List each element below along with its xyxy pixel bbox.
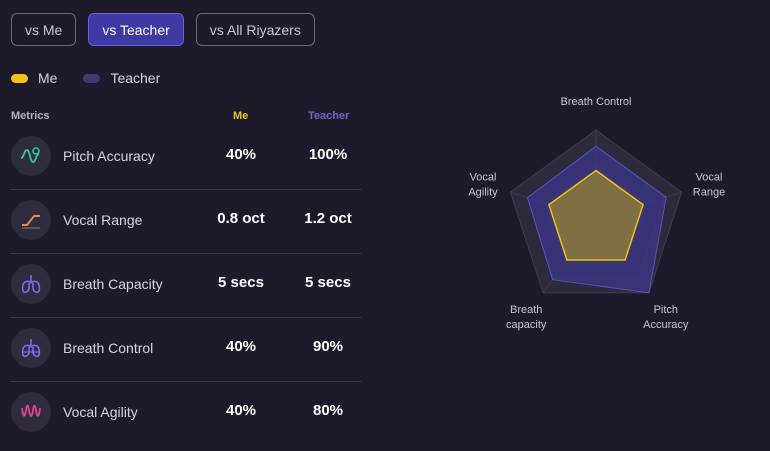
tab-vs-teacher[interactable]: vs Teacher — [88, 13, 184, 46]
radar-chart: Breath Control Vocal Range Pitch Accuracy Bre… — [468, 96, 725, 331]
legend-swatch-teacher — [83, 73, 101, 83]
table-row: Breath Control 40% 90% — [11, 318, 361, 382]
range-ramp-icon — [11, 200, 51, 240]
metric-value-teacher: 90% — [312, 338, 344, 355]
legend-swatch-me — [11, 73, 28, 83]
tab-vs-all-riyazers[interactable]: vs All Riyazers — [195, 13, 315, 46]
metric-label: Vocal Agility — [63, 404, 138, 420]
metric-value-teacher: 1.2 oct — [304, 210, 352, 227]
metric-label: Pitch Accuracy — [63, 148, 155, 164]
table-row: Vocal Range 0.8 oct 1.2 oct — [11, 190, 361, 254]
legend-item-me: Me — [11, 70, 57, 86]
comparison-tabs: vs Me vs Teacher vs All Riyazers — [11, 13, 315, 46]
metric-value-me: 0.8 oct — [217, 210, 265, 227]
header-me: Me — [233, 110, 249, 122]
metric-value-me: 40% — [225, 146, 257, 163]
table-row: Vocal Agility 40% 80% — [11, 382, 361, 446]
pitch-wave-icon — [11, 136, 51, 176]
metrics-table: Metrics Me Teacher Pitch Accuracy 40% 10… — [11, 108, 361, 446]
metric-value-teacher: 80% — [312, 402, 344, 419]
legend-item-teacher: Teacher — [83, 70, 160, 86]
legend-label-teacher: Teacher — [110, 70, 161, 86]
radar-axis-label: Vocal Range — [693, 171, 725, 198]
me-series-polygon — [548, 169, 644, 261]
lungs-icon — [11, 264, 51, 304]
metric-value-me: 40% — [225, 402, 257, 419]
metric-label: Breath Capacity — [63, 276, 163, 292]
radar-axis-label: Vocal Agility — [468, 171, 498, 198]
header-teacher: Teacher — [308, 110, 350, 122]
table-row: Pitch Accuracy 40% 100% — [11, 126, 361, 190]
legend-label-me: Me — [38, 70, 58, 86]
header-metrics: Metrics — [11, 110, 50, 122]
radar-axis-label: Breath Control — [561, 96, 632, 108]
table-row: Breath Capacity 5 secs 5 secs — [11, 254, 361, 318]
tab-vs-me[interactable]: vs Me — [11, 13, 77, 46]
agility-wave-icon — [11, 392, 51, 432]
metric-label: Vocal Range — [63, 212, 143, 228]
metric-value-me: 40% — [225, 338, 257, 355]
metric-label: Breath Control — [63, 340, 154, 356]
radar-axis-labels: Breath Control Vocal Range Pitch Accuracy Bre… — [468, 96, 725, 331]
metric-value-teacher: 5 secs — [305, 274, 351, 291]
metric-value-me: 5 secs — [218, 274, 264, 291]
metric-value-teacher: 100% — [308, 146, 348, 163]
chart-legend: Me Teacher — [11, 70, 160, 86]
radar-axis-label: Pitch Accuracy — [643, 304, 689, 331]
lungs-control-icon — [11, 328, 51, 368]
radar-axis-label: Breath capacity — [506, 304, 547, 331]
metrics-table-header: Metrics Me Teacher — [11, 108, 361, 126]
